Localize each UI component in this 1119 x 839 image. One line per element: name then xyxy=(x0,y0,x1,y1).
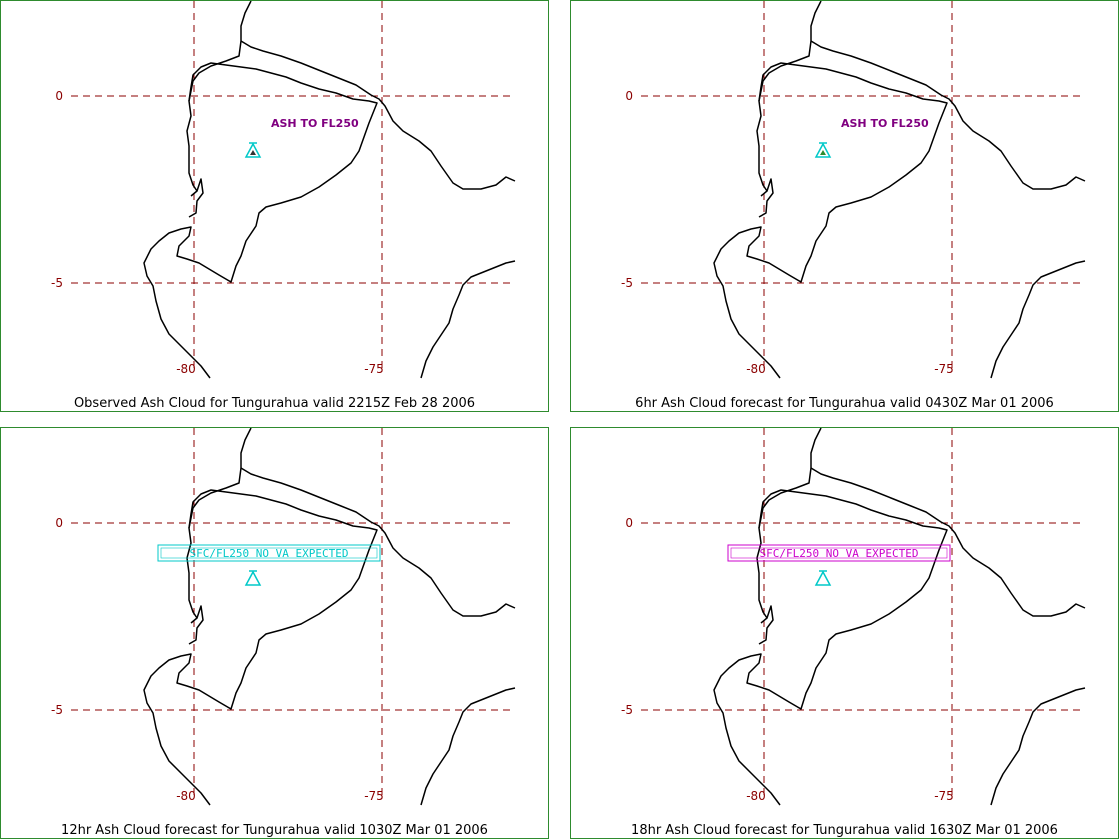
latitude-label: 0 xyxy=(625,89,633,103)
panel-caption: 6hr Ash Cloud forecast for Tungurahua va… xyxy=(635,396,1054,411)
coastline-colombia xyxy=(758,428,822,529)
map-canvas: 0 -5 -80 -75 SFC/FL250 NO VA EXPECTED xyxy=(621,428,1086,806)
panel-caption: 18hr Ash Cloud forecast for Tungurahua v… xyxy=(631,823,1058,838)
border-colombia xyxy=(240,467,516,617)
longitude-label: -80 xyxy=(746,789,766,803)
volcano-icon xyxy=(814,570,832,586)
no-va-box xyxy=(157,544,381,562)
panel-caption: 12hr Ash Cloud forecast for Tungurahua v… xyxy=(61,823,488,838)
gulf-inlet xyxy=(760,617,768,624)
map-panel-18hr: 0 -5 -80 -75 SFC/FL250 NO VA EXPECTED 18hr A… xyxy=(570,427,1119,839)
border-peru xyxy=(990,260,1086,379)
latitude-label: -5 xyxy=(51,276,63,290)
latitude-label: -5 xyxy=(51,703,63,717)
coastline-colombia xyxy=(758,1,822,102)
longitude-label: -75 xyxy=(934,789,954,803)
longitude-label: -80 xyxy=(176,789,196,803)
gulf-inlet xyxy=(760,190,768,197)
gulf-inlet xyxy=(190,617,198,624)
coastline-ecuador xyxy=(713,489,948,806)
longitude-label: -75 xyxy=(364,789,384,803)
latitude-label: 0 xyxy=(55,516,63,530)
latitude-label: -5 xyxy=(621,276,633,290)
latitude-label: 0 xyxy=(55,89,63,103)
latitude-label: -5 xyxy=(621,703,633,717)
longitude-label: -75 xyxy=(364,362,384,376)
no-va-box-inner xyxy=(160,547,378,559)
map-canvas: 0 -5 -80 -75 ASH TO FL250 xyxy=(51,1,516,379)
border-peru xyxy=(420,260,516,379)
no-va-label: SFC/FL250 NO VA EXPECTED xyxy=(190,547,349,560)
longitude-label: -80 xyxy=(746,362,766,376)
coastline-ecuador xyxy=(713,62,948,379)
volcano-icon xyxy=(244,570,262,586)
coastline-colombia xyxy=(188,428,252,529)
volcano-icon xyxy=(814,142,832,158)
coastline-ecuador xyxy=(143,62,378,379)
coastline-ecuador xyxy=(143,489,378,806)
ash-extent-label: ASH TO FL250 xyxy=(271,117,359,130)
coastline-colombia xyxy=(188,1,252,102)
map-canvas: 0 -5 -80 -75 SFC/FL250 NO VA EXPECTED xyxy=(51,428,516,806)
no-va-box-inner xyxy=(730,547,948,559)
map-panel-6hr: 0 -5 -80 -75 ASH TO FL250 6hr Ash Cloud fore… xyxy=(570,0,1119,412)
border-colombia xyxy=(810,40,1086,190)
border-peru xyxy=(990,687,1086,806)
no-va-box xyxy=(727,544,951,562)
panel-caption: Observed Ash Cloud for Tungurahua valid … xyxy=(73,396,476,411)
border-colombia xyxy=(240,40,516,190)
border-peru xyxy=(420,687,516,806)
longitude-label: -80 xyxy=(176,362,196,376)
gulf-inlet xyxy=(190,190,198,197)
latitude-label: 0 xyxy=(625,516,633,530)
longitude-label: -75 xyxy=(934,362,954,376)
map-panel-observed: 0 -5 -80 -75 ASH TO FL250 Observed Ash Cloud… xyxy=(0,0,549,412)
volcano-icon xyxy=(244,142,262,158)
map-panel-12hr: 0 -5 -80 -75 SFC/FL250 NO VA EXPECTED 12hr A… xyxy=(0,427,549,839)
map-canvas: 0 -5 -80 -75 ASH TO FL250 xyxy=(621,1,1086,379)
border-colombia xyxy=(810,467,1086,617)
no-va-label: SFC/FL250 NO VA EXPECTED xyxy=(760,547,919,560)
ash-extent-label: ASH TO FL250 xyxy=(841,117,929,130)
